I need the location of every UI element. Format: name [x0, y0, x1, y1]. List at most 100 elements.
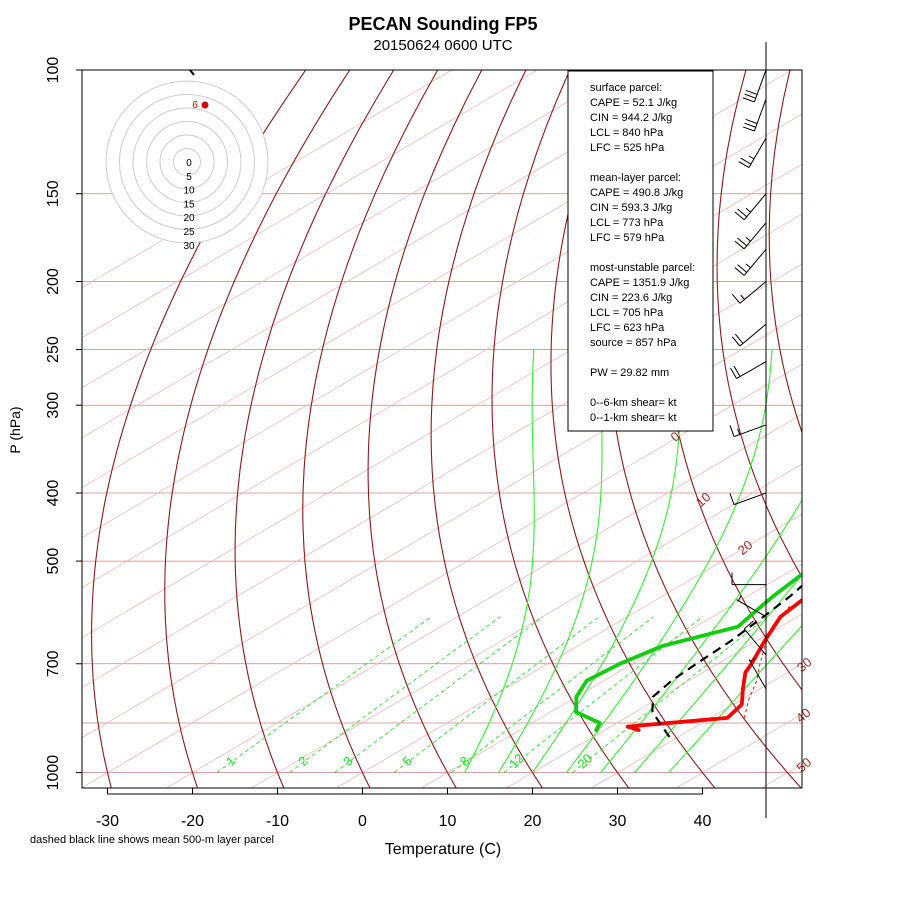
stats-line: CIN = 593.3 J/kg [590, 202, 672, 214]
dry-adiabat-line [550, 70, 716, 788]
hodograph-inset: 0 5 10 15 20 25 30 6 [105, 69, 269, 252]
wind-barb-staff [748, 659, 767, 690]
y-tick-label: 150 [45, 180, 62, 207]
wind-barb-flag [743, 620, 754, 630]
y-tick-label: 200 [45, 268, 62, 295]
hodograph-marker [201, 101, 209, 109]
isotherm-line [421, 563, 802, 788]
stats-line: CIN = 223.6 J/kg [590, 292, 672, 304]
wind-barb-flag [734, 267, 745, 276]
stats-line: LCL = 840 hPa [590, 127, 664, 139]
hodograph-ring [146, 121, 228, 203]
isotherm-line [82, 263, 802, 689]
dry-adiabat-line [869, 70, 900, 788]
wind-barb-flag [740, 157, 752, 165]
wind-barb [729, 424, 767, 438]
plot-frame [81, 69, 803, 789]
isotherm-line [82, 70, 538, 339]
hodograph-tick [189, 69, 195, 76]
isotherm-label: 40 [793, 705, 814, 726]
y-tick-label: 700 [45, 650, 62, 677]
chart-title: PECAN Sounding FP5 [349, 14, 538, 34]
dry-adiabat-line [716, 70, 802, 579]
wind-barb-flag [744, 122, 756, 128]
mixing-ratio-label: 12 [506, 751, 527, 772]
wind-barb-staff [743, 193, 767, 221]
stats-line: source = 857 hPa [590, 337, 677, 349]
wind-barb-flag [742, 97, 755, 103]
wind-barb [734, 222, 767, 250]
wind-barb-half [745, 263, 751, 269]
wind-barb [738, 137, 767, 168]
wind-barb [734, 249, 767, 276]
wind-barb-half [737, 428, 741, 435]
moist-adiabat-line [532, 349, 682, 773]
stats-line: PW = 29.82 mm [590, 367, 669, 379]
wind-barb-flag [730, 367, 737, 379]
wind-barb [731, 572, 766, 586]
series-temperature [625, 597, 802, 732]
wind-barb [742, 69, 767, 103]
y-tick-label: 400 [45, 480, 62, 507]
dry-adiabat-line [302, 70, 439, 788]
isotherm-label: 50 [794, 754, 815, 775]
chart-subtitle: 20150624 0600 UTC [373, 37, 512, 54]
wind-barb-staff [743, 628, 767, 656]
wind-barb-half [737, 595, 742, 601]
wind-barb-staff [753, 69, 767, 103]
wind-barb-flag [737, 237, 748, 247]
y-tick-label: 250 [45, 336, 62, 363]
wind-barb-flag [734, 211, 745, 221]
wind-barb-flag [734, 240, 745, 250]
y-tick-label: 300 [45, 392, 62, 419]
moist-adiabat-line [600, 498, 802, 773]
wind-barb-flag [745, 118, 758, 124]
stats-line: LFC = 579 hPa [590, 232, 665, 244]
wind-barb-flag [737, 208, 748, 218]
wind-barb-flag [729, 425, 735, 437]
x-tick-label: -10 [266, 813, 289, 830]
moist-adiabat-line [668, 624, 802, 773]
x-tick-label: -20 [181, 813, 204, 830]
isotherm-line [82, 70, 623, 389]
wind-barb [731, 281, 767, 304]
stats-line: surface parcel: [590, 82, 662, 94]
stats-line: LFC = 623 hPa [590, 322, 665, 334]
hodograph-ring-label: 5 [186, 172, 192, 183]
wind-barb-half [740, 294, 745, 300]
moist-adiabat-line [634, 573, 802, 773]
y-tick-label: 500 [45, 548, 62, 575]
wind-barb-staff [748, 137, 767, 168]
isotherm-label: 30 [794, 654, 815, 675]
mixing-ratio-line [572, 616, 768, 773]
hodograph-ring [119, 94, 255, 230]
hodograph-ring-label: 10 [183, 186, 195, 197]
stats-line: CAPE = 1351.9 J/kg [590, 277, 689, 289]
mixing-ratio-line [451, 616, 654, 773]
wind-barb-flag [729, 493, 735, 505]
wind-barb-half [748, 155, 755, 160]
wind-barbs [729, 42, 767, 818]
x-axis-ticks: -30 -20 -10 0 10 20 30 40 [96, 788, 712, 830]
wind-barb-staff [739, 281, 767, 304]
hodograph-ring-label: 30 [183, 241, 195, 252]
profile-lines [574, 572, 802, 738]
isotherm-line [82, 213, 802, 639]
stats-line: most-unstable parcel: [590, 262, 695, 274]
wind-barb-flag [745, 89, 758, 95]
dry-adiabat-line [367, 70, 483, 788]
stats-line: CIN = 944.2 J/kg [590, 112, 672, 124]
isotherm-label: 20 [735, 537, 756, 558]
stats-line: CAPE = 52.1 J/kg [590, 97, 677, 109]
hodograph-ring [159, 134, 215, 190]
isotherm-line [761, 763, 802, 788]
stats-box: surface parcel: CAPE = 52.1 J/kg CIN = 944… [567, 70, 714, 432]
wind-barb-staff [743, 222, 767, 250]
stats-line: LCL = 773 hPa [590, 217, 664, 229]
isotherm-line [82, 163, 802, 589]
wind-barb-flag [734, 333, 744, 344]
mixing-ratio-label: 20 [574, 751, 595, 772]
stats-line: CAPE = 490.8 J/kg [590, 187, 683, 199]
wind-barb-staff [733, 492, 767, 506]
